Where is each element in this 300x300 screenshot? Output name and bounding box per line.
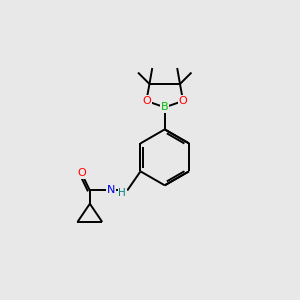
Text: O: O xyxy=(77,168,86,178)
Text: B: B xyxy=(161,102,169,112)
Text: N: N xyxy=(107,185,115,196)
Text: H: H xyxy=(118,188,126,198)
Text: O: O xyxy=(179,96,188,106)
Text: O: O xyxy=(142,96,151,106)
